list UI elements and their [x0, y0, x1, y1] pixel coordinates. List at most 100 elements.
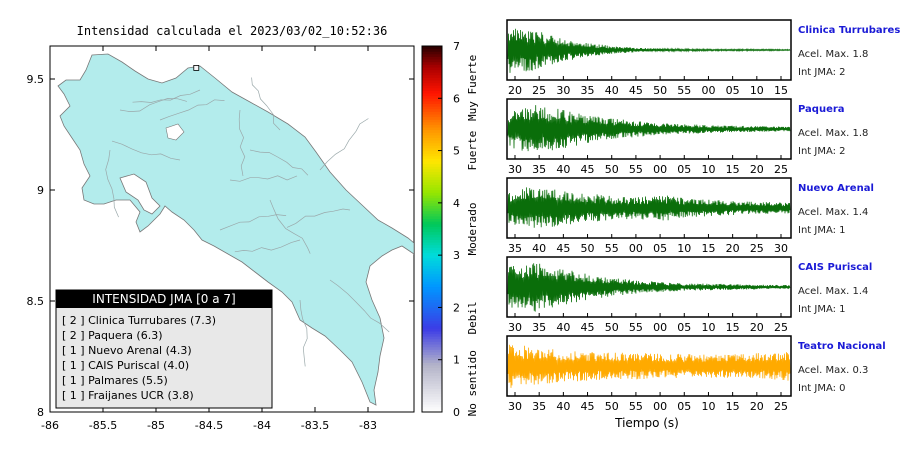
- colorbar-segment: [422, 82, 442, 86]
- colorbar-segment: [422, 276, 442, 280]
- station-site: [247, 1, 252, 6]
- seismogram-trace: [507, 263, 791, 312]
- seismogram-trace: [507, 344, 791, 388]
- colorbar-segment: [422, 116, 442, 120]
- time-tick-label: 05: [726, 84, 740, 97]
- time-tick-label: 00: [653, 321, 667, 334]
- time-tick-label: 50: [605, 321, 619, 334]
- colorbar-segment: [422, 48, 442, 52]
- time-tick-label: 35: [581, 84, 595, 97]
- time-tick-label: 05: [677, 321, 691, 334]
- colorbar-segment: [422, 281, 442, 285]
- time-tick-label: 55: [605, 242, 619, 255]
- intensity-class-label: Fuerte: [466, 131, 479, 171]
- time-tick-label: 30: [556, 84, 570, 97]
- time-tick-label: 00: [653, 163, 667, 176]
- intensity-class-label: Debil: [466, 301, 479, 334]
- colorbar-segment: [422, 155, 442, 159]
- lon-tick-label: -85.5: [89, 419, 117, 432]
- colorbar-segment: [422, 95, 442, 99]
- time-tick-label: 20: [508, 84, 522, 97]
- colorbar-segment: [422, 330, 442, 335]
- colorbar-segment: [422, 134, 442, 138]
- colorbar-segment: [422, 393, 442, 397]
- colorbar-segment: [422, 344, 442, 348]
- colorbar-segment: [422, 307, 442, 311]
- colorbar-segment: [422, 171, 442, 175]
- colorbar-segment: [422, 362, 442, 366]
- acel-max-label: Acel. Max. 1.8: [798, 49, 868, 60]
- latitude-axis: 1110.5109.598.58: [27, 73, 414, 419]
- lon-tick-label: -83: [359, 419, 377, 432]
- time-tick-label: 20: [750, 400, 764, 413]
- time-tick-label: 25: [774, 163, 788, 176]
- colorbar-segment: [422, 338, 442, 342]
- colorbar-segment: [422, 119, 442, 123]
- station-name: Teatro Nacional: [798, 341, 886, 352]
- int-jma-label: Int JMA: 2: [798, 146, 846, 157]
- time-tick-label: 50: [581, 242, 595, 255]
- colorbar-segment: [422, 325, 442, 329]
- time-tick-label: 30: [774, 242, 788, 255]
- lon-tick-label: -84: [253, 419, 271, 432]
- colorbar-segment: [422, 213, 442, 217]
- intensity-class-label: Muy Fuerte: [466, 55, 479, 121]
- acel-max-label: Acel. Max. 1.4: [798, 286, 868, 297]
- time-tick-label: 25: [774, 400, 788, 413]
- colorbar-segment: [422, 236, 442, 240]
- colorbar-segment: [422, 265, 442, 269]
- colorbar-segment: [422, 93, 442, 97]
- colorbar-segment: [422, 398, 442, 403]
- colorbar-segment: [422, 46, 442, 50]
- station-sites: [145, 1, 252, 71]
- colorbar-segment: [422, 176, 442, 180]
- colorbar-tick-label: 4: [453, 197, 460, 210]
- colorbar-segment: [422, 129, 442, 133]
- colorbar-segment: [422, 239, 442, 243]
- legend-header: [56, 290, 272, 308]
- seismogram-panel: 20 25 30 35 40 45 50 55 00 05 10 15 Clinica Turrubar…: [506, 19, 900, 97]
- seismogram-panel: 35 40 45 50 55 00 05 10 15 20 25 30 Nuevo Arenal Acel…: [506, 177, 874, 255]
- colorbar-segment: [422, 195, 442, 199]
- time-tick-label: 55: [629, 321, 643, 334]
- seismogram-panels: 20 25 30 35 40 45 50 55 00 05 10 15 Clinica Turrubar…: [506, 19, 900, 413]
- time-tick-label: 30: [508, 163, 522, 176]
- river-line: [111, 140, 181, 161]
- time-tick-label: 30: [508, 321, 522, 334]
- colorbar-segment: [422, 113, 442, 118]
- time-tick-label: 20: [750, 163, 764, 176]
- colorbar-segment: [422, 111, 442, 115]
- colorbar-segment: [422, 140, 442, 144]
- river-line: [234, 239, 301, 253]
- colorbar-segment: [422, 255, 442, 259]
- colorbar-segment: [422, 197, 442, 201]
- time-tick-label: 15: [726, 163, 740, 176]
- colorbar-segment: [422, 404, 442, 408]
- station-site: [193, 65, 200, 71]
- time-tick-label: 10: [701, 163, 715, 176]
- colorbar-segment: [422, 357, 442, 361]
- time-tick-label: 00: [653, 400, 667, 413]
- colorbar-segment: [422, 79, 442, 84]
- colorbar-segment: [422, 61, 442, 65]
- time-tick-label: 15: [701, 242, 715, 255]
- colorbar-segment: [422, 210, 442, 214]
- colorbar-segment: [422, 315, 442, 319]
- colorbar-segment: [422, 184, 442, 188]
- time-tick-label: 30: [508, 400, 522, 413]
- colorbar-segment: [422, 53, 442, 57]
- river-line: [229, 175, 298, 182]
- time-tick-label: 55: [677, 84, 691, 97]
- colorbar-segment: [422, 268, 442, 272]
- time-tick-label: 50: [605, 163, 619, 176]
- legend-item: [ 1 ] Fraijanes UCR (3.8): [62, 389, 194, 402]
- colorbar-segment: [422, 406, 442, 410]
- river-line: [251, 77, 281, 131]
- colorbar-segment: [422, 286, 442, 290]
- colorbar-segment: [422, 260, 442, 264]
- colorbar-segment: [422, 103, 442, 107]
- seismogram-trace: [507, 28, 791, 73]
- colorbar-segment: [422, 270, 442, 274]
- station-site: [145, 5, 150, 10]
- colorbar-tick-label: 6: [453, 92, 460, 105]
